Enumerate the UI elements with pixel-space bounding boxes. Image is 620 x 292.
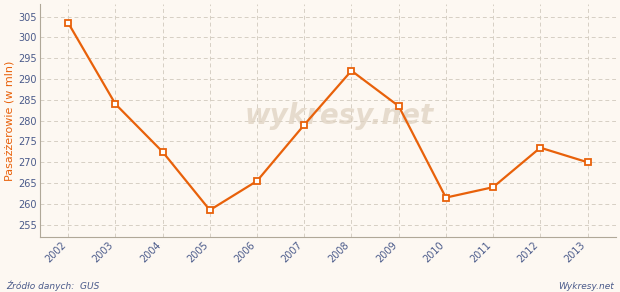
Text: Wykresy.net: Wykresy.net [558,281,614,291]
Y-axis label: Pasażżerowie (w mln): Pasażżerowie (w mln) [4,60,14,181]
Text: Źródło danych:  GUS: Źródło danych: GUS [6,280,100,291]
Text: wykresy.net: wykresy.net [245,102,434,130]
